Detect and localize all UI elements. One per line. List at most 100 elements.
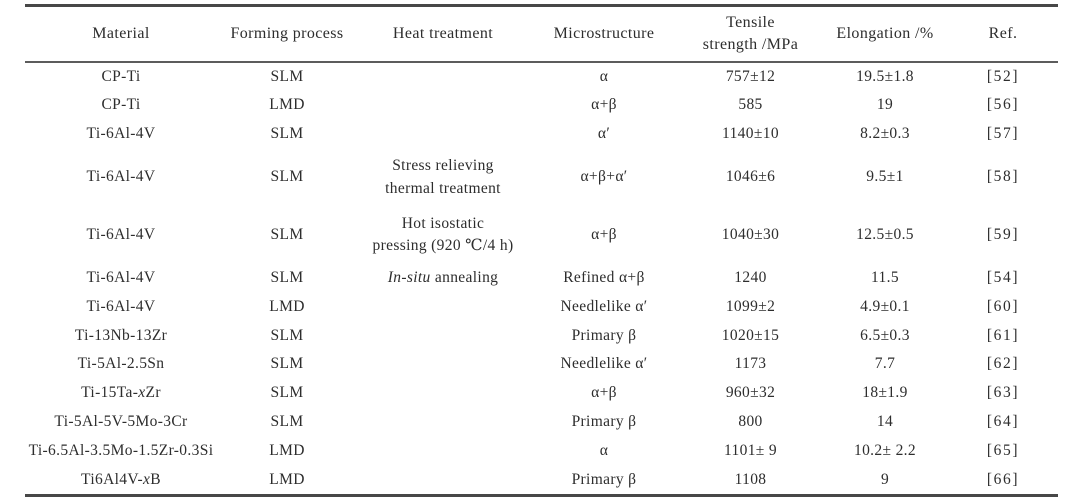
cell-microstructure: Refined α+β	[563, 269, 645, 287]
cell-microstructure: Primary β	[571, 413, 637, 431]
cell-elongation: 9.5±1	[866, 168, 904, 186]
cell-material: Ti-5Al-2.5Sn	[77, 355, 165, 373]
cell-forming-process: LMD	[269, 297, 305, 315]
cell-tensile-strength: 1020±15	[721, 326, 780, 344]
cell-microstructure: α	[599, 67, 609, 85]
cell-elongation: 4.9±0.1	[860, 297, 910, 315]
column-header-ref: Ref.	[988, 24, 1018, 42]
cell-ref: [60]	[986, 297, 1020, 315]
column-header-elongation: Elongation /%	[836, 24, 934, 42]
cell-heat-treatment	[357, 293, 529, 322]
column-header-heat-treatment: Heat treatment	[392, 24, 494, 42]
cell-microstructure: α+β+α′	[580, 168, 628, 186]
cell-elongation: 18±1.9	[862, 384, 908, 402]
cell-material: Ti-6Al-4V	[86, 297, 156, 315]
cell-microstructure: α+β	[591, 384, 617, 402]
column-header-microstructure: Microstructure	[553, 24, 655, 42]
cell-heat-treatment	[357, 62, 529, 92]
cell-ref: [58]	[986, 168, 1020, 186]
cell-heat-treatment	[357, 120, 529, 149]
cell-microstructure: Needlelike α′	[560, 355, 648, 373]
cell-material: Ti6Al4V-xB	[81, 470, 161, 488]
cell-heat-treatment: Hot isostatic pressing (920 ℃/4 h)	[372, 214, 514, 255]
cell-elongation: 11.5	[871, 269, 899, 287]
cell-material: Ti-6Al-4V	[86, 269, 156, 287]
cell-ref: [59]	[986, 225, 1020, 243]
table-row: Ti-5Al-2.5Sn SLM Needlelike α′ 1173 7.7 [62]	[25, 350, 1058, 379]
table-row: Ti-13Nb-13Zr SLM Primary β 1020±15 6.5±0.3 [6…	[25, 321, 1058, 350]
cell-material: Ti-6Al-4V	[86, 225, 156, 243]
cell-tensile-strength: 1108	[734, 470, 767, 488]
cell-tensile-strength: 800	[738, 413, 763, 431]
table-row: Ti-15Ta-xZr SLM α+β 960±32 18±1.9 [63]	[25, 379, 1058, 408]
cell-ref: [54]	[986, 269, 1020, 287]
cell-elongation: 19.5±1.8	[856, 67, 914, 85]
table-row: CP-Ti LMD α+β 585 19 [56]	[25, 91, 1058, 120]
table-row: Ti6Al4V-xB LMD Primary β 1108 9 [66]	[25, 465, 1058, 495]
table-row: Ti-6Al-4V SLM α′ 1140±10 8.2±0.3 [57]	[25, 120, 1058, 149]
cell-material: Ti-15Ta-xZr	[81, 384, 161, 402]
cell-ref: [66]	[986, 470, 1020, 488]
cell-forming-process: SLM	[270, 225, 304, 243]
cell-elongation: 14	[876, 413, 894, 431]
cell-tensile-strength: 1099±2	[725, 297, 776, 315]
cell-heat-treatment	[357, 321, 529, 350]
cell-elongation: 7.7	[874, 355, 896, 373]
cell-tensile-strength: 757±12	[725, 67, 776, 85]
column-header-forming-process: Forming process	[230, 24, 344, 42]
cell-material: Ti-6Al-4V	[86, 125, 156, 143]
cell-microstructure: α′	[597, 125, 611, 143]
cell-ref: [61]	[986, 326, 1020, 344]
cell-microstructure: α	[599, 441, 609, 459]
cell-ref: [63]	[986, 384, 1020, 402]
column-header-material: Material	[92, 24, 150, 42]
cell-heat-treatment	[357, 350, 529, 379]
cell-material: Ti-6Al-4V	[86, 168, 156, 186]
cell-material: CP-Ti	[101, 67, 141, 85]
cell-microstructure: α+β	[591, 96, 617, 114]
table-row: Ti-6Al-4V SLM Stress relieving thermal tre…	[25, 149, 1058, 207]
column-header-tensile-strength: Tensile strength /MPa	[702, 14, 799, 53]
cell-tensile-strength: 1240	[734, 269, 767, 287]
table-body: CP-Ti SLM α 757±12 19.5±1.8 [52] CP-Ti LMD α+β 58…	[25, 62, 1058, 496]
cell-forming-process: SLM	[270, 67, 304, 85]
cell-ref: [62]	[986, 355, 1020, 373]
cell-ref: [64]	[986, 413, 1020, 431]
cell-forming-process: SLM	[270, 326, 304, 344]
cell-forming-process: LMD	[269, 441, 305, 459]
cell-tensile-strength: 1101± 9	[723, 441, 777, 459]
cell-elongation: 19	[876, 96, 894, 114]
materials-properties-table: Material Forming process Heat treatment …	[25, 4, 1058, 498]
cell-tensile-strength: 1040±30	[721, 225, 780, 243]
cell-heat-treatment: Stress relieving thermal treatment	[385, 157, 501, 197]
table-row: Ti-6Al-4V SLM In-situ annealing Refined α+β…	[25, 264, 1058, 293]
cell-tensile-strength: 1173	[734, 355, 767, 373]
cell-forming-process: LMD	[269, 470, 305, 488]
cell-heat-treatment	[357, 91, 529, 120]
cell-heat-treatment	[357, 379, 529, 408]
table-row: CP-Ti SLM α 757±12 19.5±1.8 [52]	[25, 62, 1058, 92]
cell-material: Ti-13Nb-13Zr	[74, 326, 168, 344]
cell-elongation: 9	[880, 470, 890, 488]
table-header: Material Forming process Heat treatment …	[25, 6, 1058, 62]
cell-ref: [56]	[986, 96, 1020, 114]
cell-forming-process: SLM	[270, 168, 304, 186]
table-row: Ti-6.5Al-3.5Mo-1.5Zr-0.3Si LMD α 1101± 9 10.…	[25, 437, 1058, 466]
cell-heat-treatment: In-situ annealing	[387, 269, 499, 287]
cell-microstructure: Primary β	[571, 470, 637, 488]
cell-microstructure: α+β	[591, 225, 617, 243]
table-row: Ti-6Al-4V SLM Hot isostatic pressing (920 …	[25, 206, 1058, 264]
cell-tensile-strength: 960±32	[725, 384, 776, 402]
table-row: Ti-6Al-4V LMD Needlelike α′ 1099±2 4.9±0.1 [6…	[25, 293, 1058, 322]
cell-heat-treatment	[357, 408, 529, 437]
cell-material: Ti-6.5Al-3.5Mo-1.5Zr-0.3Si	[28, 441, 214, 459]
cell-forming-process: SLM	[270, 269, 304, 287]
cell-ref: [65]	[986, 441, 1020, 459]
cell-ref: [57]	[986, 125, 1020, 143]
cell-forming-process: LMD	[269, 96, 305, 114]
header-row: Material Forming process Heat treatment …	[25, 6, 1058, 62]
cell-elongation: 6.5±0.3	[860, 326, 910, 344]
cell-elongation: 8.2±0.3	[860, 125, 910, 143]
cell-microstructure: Needlelike α′	[560, 297, 648, 315]
